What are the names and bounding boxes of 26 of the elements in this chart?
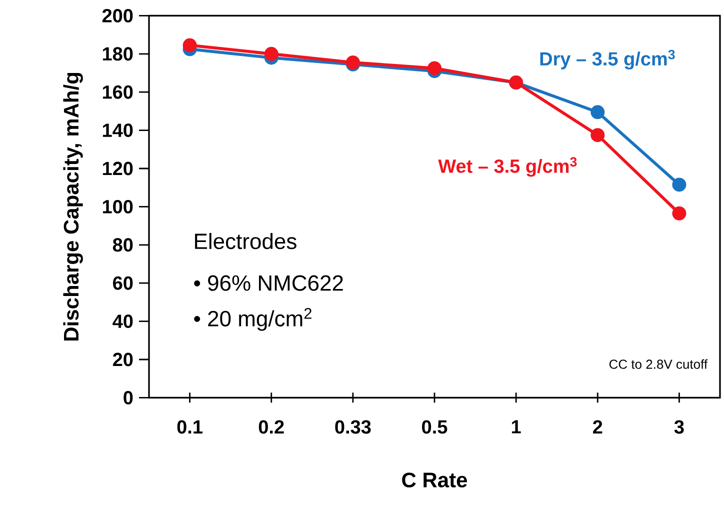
x-tick-label: 1	[512, 420, 521, 434]
x-tick-label: 2	[593, 420, 602, 434]
y-tick-label: 40	[112, 314, 133, 328]
y-tick-label: 100	[102, 200, 133, 214]
annotation: • 96% NMC622	[194, 275, 343, 291]
y-tick-label: 120	[102, 162, 133, 176]
x-axis-title: C Rate	[402, 472, 468, 488]
annotation: • 20 mg/cm$^{2}$	[194, 308, 312, 331]
x-tick-label: 0.33	[335, 420, 371, 434]
y-tick-label: 140	[102, 124, 133, 138]
y-tick-label: 20	[112, 352, 133, 366]
x-tick-label: 0.1	[177, 420, 202, 434]
x-tick-label: 0.2	[258, 420, 284, 434]
x-tick-label: 0.5	[422, 420, 448, 434]
series-label: Wet – 3.5 g/cm$^{3}$	[438, 157, 577, 177]
annotation: Electrodes	[195, 232, 296, 250]
y-tick-label: 0	[124, 390, 133, 404]
y-axis-title: Discharge Capacity, mAh/g	[63, 72, 83, 340]
y-tick-label: 200	[102, 8, 133, 22]
series-label: Dry – 3.5 g/cm$^{3}$	[540, 50, 675, 70]
y-tick-label: 60	[113, 276, 133, 290]
x-tick-label: 3	[674, 420, 684, 434]
annotation: CC to 2.8V cutoff	[609, 359, 708, 369]
y-tick-label: 180	[102, 47, 133, 61]
y-tick-label: 80	[112, 238, 133, 252]
y-tick-label: 160	[102, 85, 133, 99]
